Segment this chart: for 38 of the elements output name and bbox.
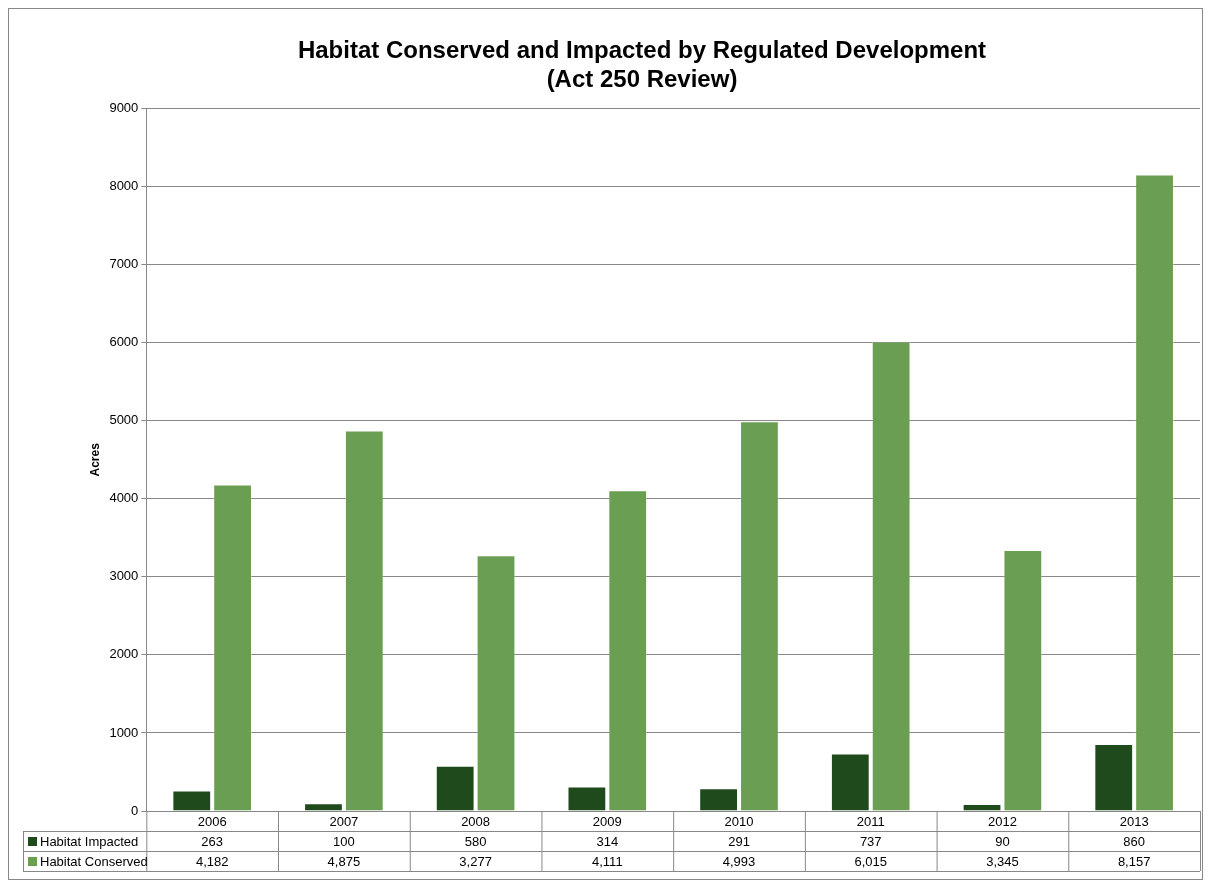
x-tick-label: 2009 xyxy=(592,813,622,829)
y-tick-label: 6000 xyxy=(109,334,139,350)
data-label: 4,993 xyxy=(722,853,756,869)
y-tick-label: 4000 xyxy=(109,490,139,506)
y-axis-title: Acres xyxy=(87,442,102,477)
legend-label: Habitat Conserved xyxy=(40,853,148,869)
data-label: 314 xyxy=(596,833,619,849)
y-tick-label: 9000 xyxy=(109,100,139,116)
y-tick-label: 0 xyxy=(131,802,139,818)
legend-label: Habitat Impacted xyxy=(40,833,139,849)
data-label: 263 xyxy=(201,833,224,849)
data-label: 580 xyxy=(464,833,487,849)
y-tick-label: 5000 xyxy=(109,412,139,428)
data-label: 860 xyxy=(1123,833,1145,849)
data-label: 737 xyxy=(859,833,882,849)
data-label: 4,182 xyxy=(195,853,229,869)
data-label: 3,277 xyxy=(459,853,492,869)
data-label: 291 xyxy=(728,833,750,849)
x-tick-label: 2006 xyxy=(197,813,227,829)
data-label: 8,157 xyxy=(1117,853,1151,869)
x-tick-label: 2008 xyxy=(461,813,491,829)
data-label: 90 xyxy=(995,833,1010,849)
y-tick-label: 3000 xyxy=(109,568,139,584)
y-tick-label: 7000 xyxy=(109,256,139,272)
y-tick-label: 2000 xyxy=(109,646,139,662)
chart-title: Habitat Conserved and Impacted by Regulated Development (Act 250 Review) xyxy=(297,36,987,92)
data-label: 100 xyxy=(333,833,355,849)
data-label: 6,015 xyxy=(854,853,887,869)
x-tick-label: 2010 xyxy=(724,813,754,829)
data-label: 4,875 xyxy=(327,853,361,869)
x-tick-label: 2007 xyxy=(329,813,359,829)
y-tick-label: 8000 xyxy=(109,178,139,194)
x-tick-label: 2011 xyxy=(856,813,885,829)
y-tick-label: 1000 xyxy=(109,724,139,740)
x-tick-label: 2013 xyxy=(1119,813,1149,829)
data-label: 3,345 xyxy=(986,853,1019,869)
x-tick-label: 2012 xyxy=(987,813,1017,829)
data-label: 4,111 xyxy=(592,853,623,869)
